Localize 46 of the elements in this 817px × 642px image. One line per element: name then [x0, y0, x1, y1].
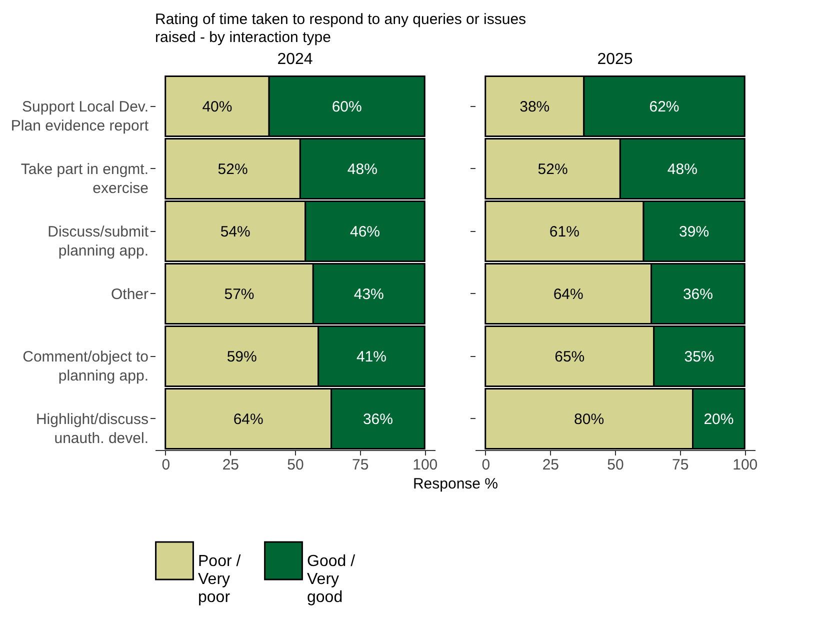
x-tick-label: 0	[162, 456, 170, 474]
y-tick-label: Comment/object to planning app.	[22, 348, 148, 384]
data-label: 39%	[679, 223, 710, 240]
data-label: 46%	[350, 223, 380, 240]
data-label: 60%	[332, 98, 362, 116]
data-label: 64%	[233, 410, 264, 428]
x-tick-label: 100	[732, 456, 758, 474]
data-label: 41%	[356, 348, 386, 366]
data-label: 59%	[226, 348, 257, 366]
data-label: 62%	[649, 98, 680, 116]
data-label: 54%	[220, 223, 250, 240]
data-label: 61%	[549, 223, 580, 240]
data-label: 38%	[520, 98, 550, 116]
y-tick-label: Take part in engmt. exercise	[20, 160, 148, 197]
y-tick-label: Other	[110, 286, 149, 303]
data-label: 20%	[704, 410, 734, 428]
y-tick-label: Discuss/submit planning app.	[48, 223, 150, 260]
x-tick-label: 75	[672, 456, 689, 474]
data-label: 40%	[202, 98, 232, 116]
x-tick-label: 100	[412, 456, 438, 474]
x-axis-title: Response %	[412, 476, 498, 492]
x-tick-label: 50	[607, 456, 624, 474]
y-tick-label: Support Local Dev. Plan evidence report	[10, 98, 150, 134]
y-tick-label: Highlight/discuss unauth. devel.	[36, 410, 148, 447]
legend-label: Poor / Very poor	[198, 552, 242, 606]
x-tick-label: 0	[482, 456, 490, 474]
data-label: 36%	[362, 410, 393, 428]
data-label: 48%	[347, 160, 378, 178]
data-label: 48%	[667, 160, 698, 178]
data-label: 43%	[354, 286, 384, 303]
legend-label: Good / Very good	[307, 552, 356, 606]
data-label: 64%	[553, 286, 584, 303]
data-label: 36%	[682, 286, 713, 303]
data-label: 35%	[684, 348, 714, 366]
chart-subtitle: 2025	[597, 51, 633, 68]
x-tick-label: 75	[352, 456, 369, 474]
data-label: 57%	[224, 286, 254, 303]
x-tick-label: 25	[222, 456, 240, 474]
data-label: 52%	[218, 160, 248, 178]
x-tick-label: 50	[287, 456, 304, 474]
data-label: 65%	[554, 348, 585, 366]
chart-subtitle: 2024	[277, 51, 313, 68]
chart-title: Rating of time taken to respond to any queries or issues raised - by interaction type	[155, 11, 526, 46]
data-label: 80%	[574, 410, 604, 428]
x-tick-label: 25	[542, 456, 560, 474]
data-label: 52%	[538, 160, 568, 178]
